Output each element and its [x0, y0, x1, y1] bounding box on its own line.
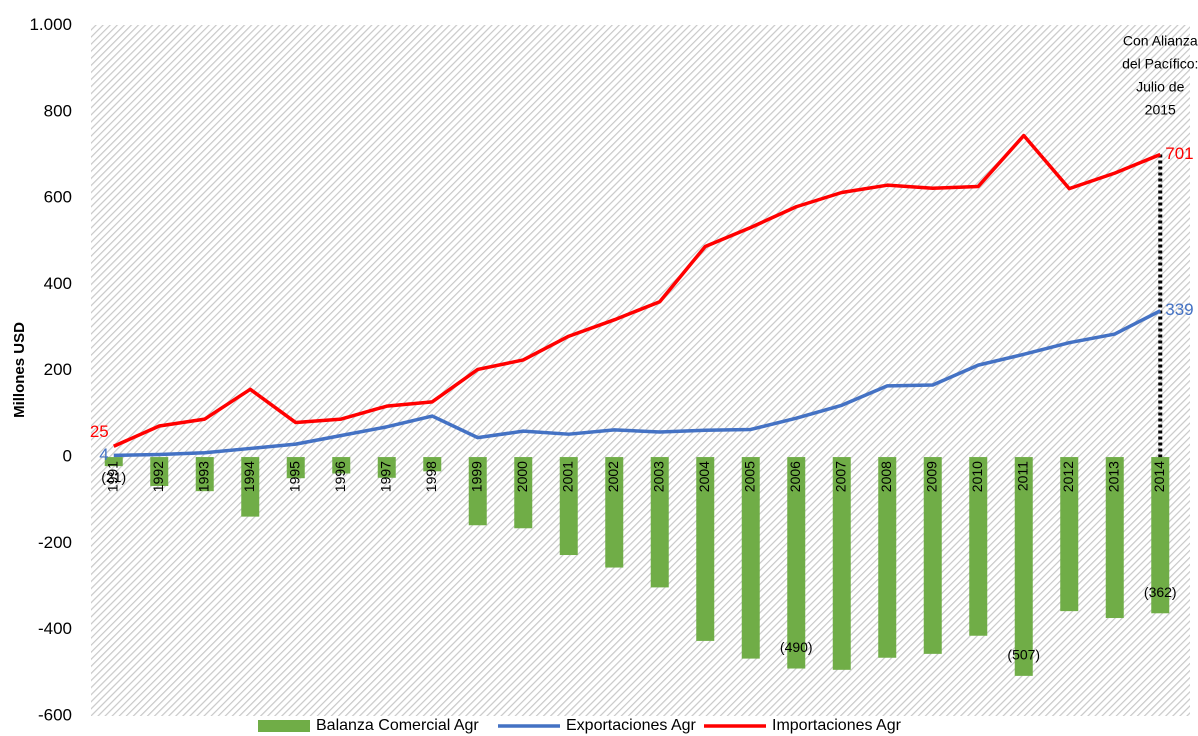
y-tick-label: 400 [44, 274, 72, 293]
x-tick-label: 2008 [878, 461, 894, 492]
x-tick-label: 1998 [423, 461, 439, 492]
x-tick-label: 2010 [969, 461, 985, 492]
data-label: 701 [1165, 144, 1193, 163]
bar [286, 457, 305, 479]
data-label: (21) [101, 469, 126, 485]
x-tick-label: 2014 [1151, 461, 1167, 492]
line [113, 133, 1161, 448]
bar [923, 457, 942, 654]
y-tick-label: 1.000 [29, 15, 72, 34]
x-tick-label: 2013 [1105, 461, 1121, 492]
x-tick-label: 2005 [741, 461, 757, 492]
x-tick-label: 1995 [286, 461, 302, 492]
x-tick-label: 1997 [377, 461, 393, 492]
bar [969, 457, 988, 636]
x-tick-label: 2002 [605, 461, 621, 492]
bar [1105, 457, 1124, 619]
annotation: 2015 [1145, 102, 1176, 118]
bar [377, 457, 396, 478]
x-tick-label: 1991 [104, 461, 120, 492]
bar [423, 457, 442, 472]
data-label: (507) [1007, 647, 1040, 663]
data-label: (490) [780, 639, 813, 655]
x-tick-label: 1996 [332, 461, 348, 492]
bar [696, 457, 715, 641]
y-tick-label: 200 [44, 360, 72, 379]
x-tick-label: 1992 [150, 461, 166, 492]
x-tick-label: 2011 [1014, 461, 1030, 491]
bar [195, 457, 214, 492]
plot-background [91, 25, 1190, 716]
y-axis-label: Millones USD [11, 322, 28, 418]
y-tick-label: 0 [63, 447, 72, 466]
bar [741, 457, 760, 659]
x-tick-label: 1994 [241, 461, 257, 492]
x-tick-label: 1993 [195, 461, 211, 492]
x-tick-label: 2007 [832, 461, 848, 492]
bar [832, 457, 851, 670]
data-label: (362) [1144, 584, 1177, 600]
annotation: del Pacífico: [1122, 56, 1198, 72]
data-label: 339 [1165, 300, 1193, 319]
bar [878, 457, 897, 658]
bar [787, 457, 806, 669]
bar [468, 457, 487, 526]
bar [104, 457, 123, 467]
bar [332, 457, 351, 474]
bar [1014, 457, 1033, 676]
bar [605, 457, 624, 568]
legend-swatch [258, 720, 310, 732]
x-tick-label: 2006 [787, 461, 803, 492]
x-tick-label: 2004 [696, 461, 712, 492]
bar [1151, 457, 1170, 614]
x-tick-label: 1999 [468, 461, 484, 492]
legend-label: Exportaciones Agr [566, 717, 697, 734]
bar [559, 457, 578, 556]
x-tick-label: 2003 [650, 461, 666, 492]
y-tick-label: -400 [38, 619, 72, 638]
y-tick-label: -600 [38, 705, 72, 724]
bar [241, 457, 260, 517]
y-tick-label: 600 [44, 188, 72, 207]
y-tick-label: -200 [38, 533, 72, 552]
line [113, 309, 1162, 458]
x-tick-label: 2001 [559, 461, 575, 492]
annotation: Con Alianza [1123, 33, 1198, 49]
y-tick-label: 800 [44, 101, 72, 120]
bar [514, 457, 533, 529]
legend-label: Importaciones Agr [772, 717, 902, 734]
x-tick-label: 2012 [1060, 461, 1076, 492]
data-label: 25 [90, 422, 109, 441]
annotation: Julio de [1136, 79, 1184, 95]
bar [1060, 457, 1079, 612]
bar [150, 457, 169, 486]
x-tick-label: 2009 [923, 461, 939, 492]
x-tick-label: 2000 [514, 461, 530, 492]
bar [650, 457, 669, 588]
data-label: 4 [99, 445, 108, 464]
legend-label: Balanza Comercial Agr [316, 717, 479, 734]
